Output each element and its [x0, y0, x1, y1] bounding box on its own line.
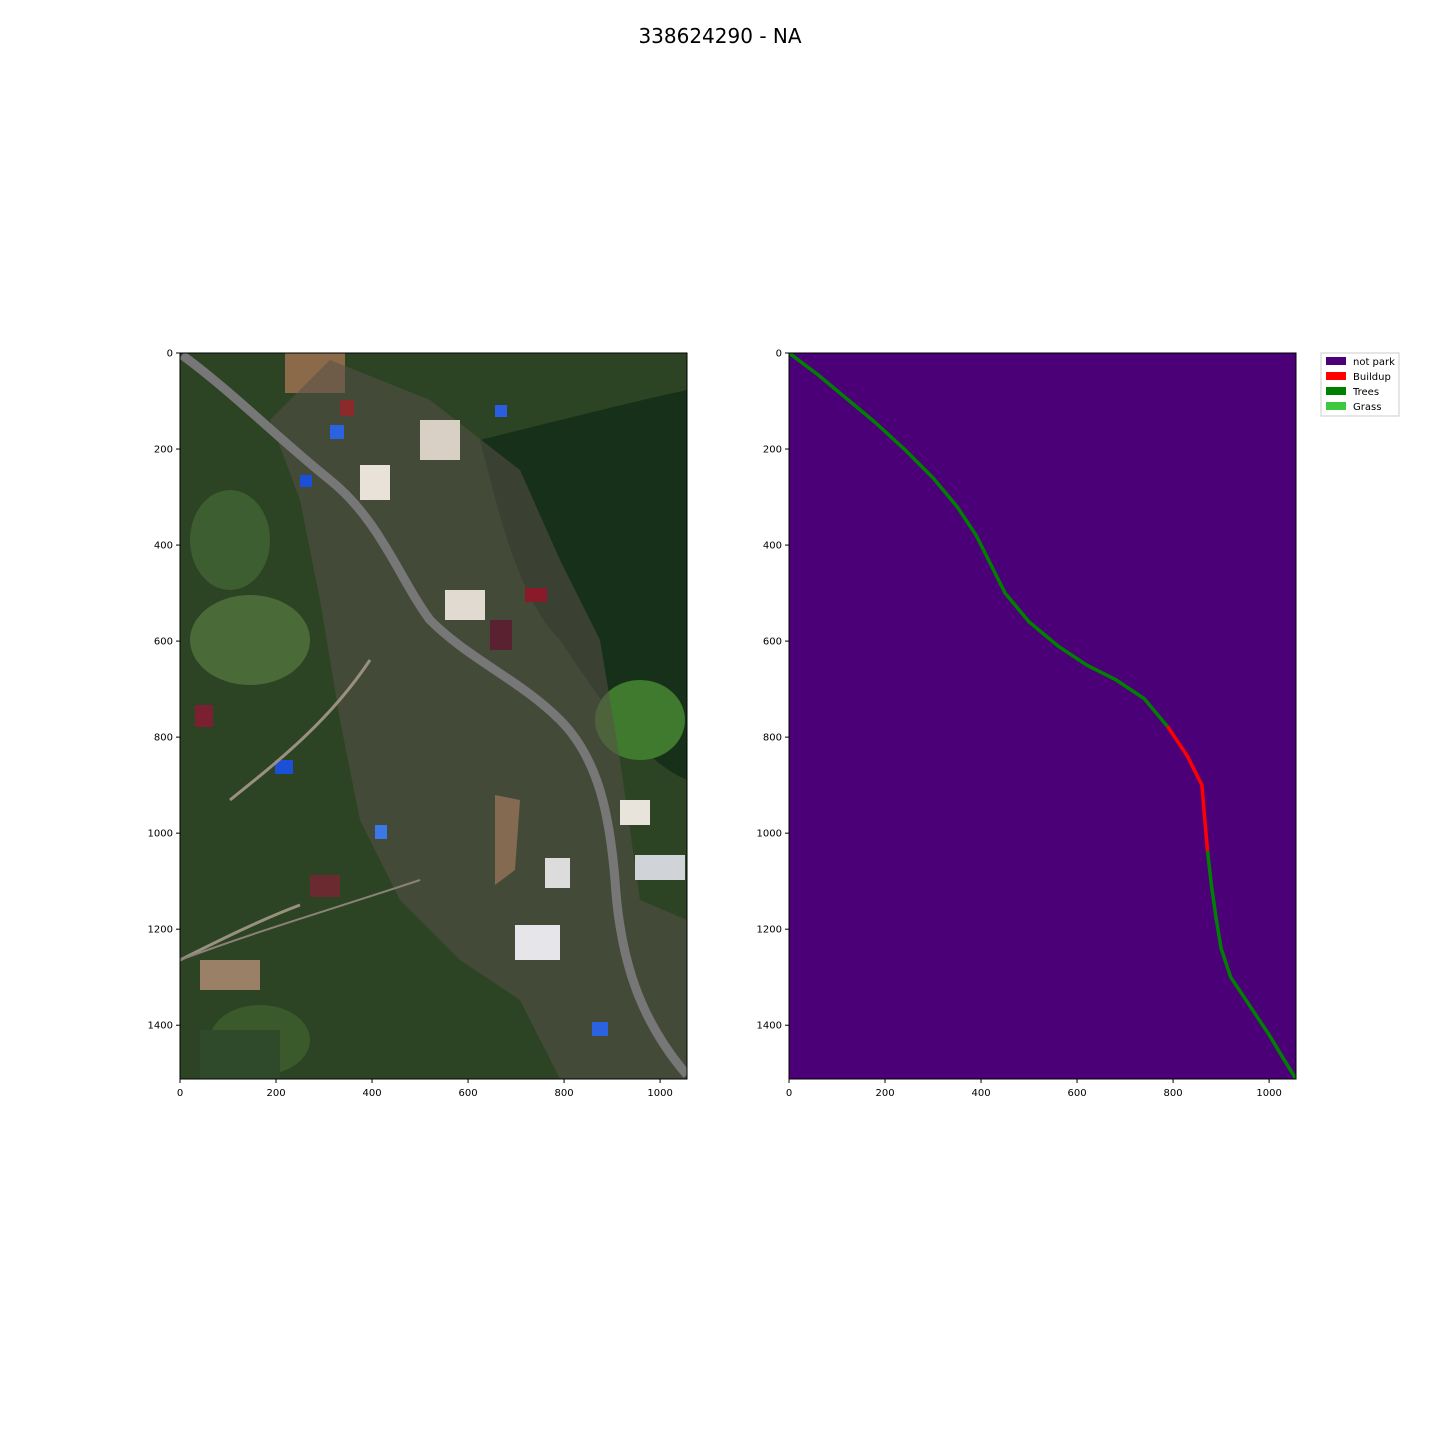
mask-y-tick-label: 1400 [757, 1021, 782, 1032]
legend-swatch-buildup [1326, 372, 1346, 380]
road-segment-buildup [1166, 725, 1210, 855]
satellite-y-tick-label: 0 [167, 349, 173, 360]
legend-label-trees: Trees [1352, 387, 1379, 398]
road-segment-trees [789, 353, 1171, 730]
satellite-y-tick-label: 400 [154, 541, 173, 552]
satellite-x-tick-label: 600 [459, 1088, 478, 1099]
mask-y-tick-label: 800 [763, 733, 782, 744]
satellite-x-tick-label: 800 [555, 1088, 574, 1099]
satellite-y-tick-label: 200 [154, 445, 173, 456]
satellite-image-axes: 0 200 400 600 800 1000 0 200 400 600 800 1000 1200 14… [148, 349, 673, 1100]
satellite-x-tick-label: 1000 [647, 1088, 672, 1099]
satellite-image-panel: 0 200 400 600 800 1000 0 200 400 600 800 1000 1200 14… [148, 349, 688, 1100]
aerial-image [180, 353, 687, 1079]
satellite-y-tick-label: 1400 [148, 1021, 173, 1032]
mask-y-tick-label: 600 [763, 637, 782, 648]
mask-x-tick-label: 400 [971, 1088, 990, 1099]
mask-x-tick-label: 600 [1068, 1088, 1087, 1099]
legend-swatch-not-park [1326, 357, 1346, 365]
satellite-x-tick-label: 400 [362, 1088, 381, 1099]
legend: not park Buildup Trees Grass [1320, 352, 1400, 417]
mask-y-tick-label: 400 [763, 541, 782, 552]
not-park-region [789, 353, 1296, 1079]
satellite-y-tick-label: 1200 [148, 925, 173, 936]
satellite-y-tick-label: 1000 [148, 829, 173, 840]
mask-x-tick-label: 200 [875, 1088, 894, 1099]
legend-label-buildup: Buildup [1353, 372, 1391, 383]
legend-swatch-grass [1326, 402, 1346, 410]
legend-label-grass: Grass [1353, 402, 1381, 413]
satellite-x-tick-label: 200 [266, 1088, 285, 1099]
legend-label-not-park: not park [1353, 357, 1395, 368]
park-mask-frame [788, 352, 1297, 1080]
figure-title: 338624290 - NA [638, 24, 802, 48]
mask-x-tick-label: 800 [1164, 1088, 1183, 1099]
road-mask [789, 353, 1296, 1079]
road-segment-trees [1205, 850, 1296, 1079]
satellite-y-tick-label: 800 [154, 733, 173, 744]
mask-y-tick-label: 1200 [757, 925, 782, 936]
mask-x-tick-label: 1000 [1256, 1088, 1281, 1099]
park-mask-axes: 0 200 400 600 800 1000 0 200 400 600 800 1000 1200 14… [757, 349, 1282, 1100]
mask-y-tick-label: 0 [776, 349, 782, 360]
satellite-image-frame [179, 352, 688, 1080]
mask-x-tick-label: 0 [786, 1088, 792, 1099]
mask-y-tick-label: 1000 [757, 829, 782, 840]
park-mask-panel: 0 200 400 600 800 1000 0 200 400 600 800 1000 1200 14… [757, 349, 1297, 1100]
legend-swatch-trees [1326, 387, 1346, 395]
mask-y-tick-label: 200 [763, 445, 782, 456]
satellite-x-tick-label: 0 [177, 1088, 183, 1099]
satellite-y-tick-label: 600 [154, 637, 173, 648]
